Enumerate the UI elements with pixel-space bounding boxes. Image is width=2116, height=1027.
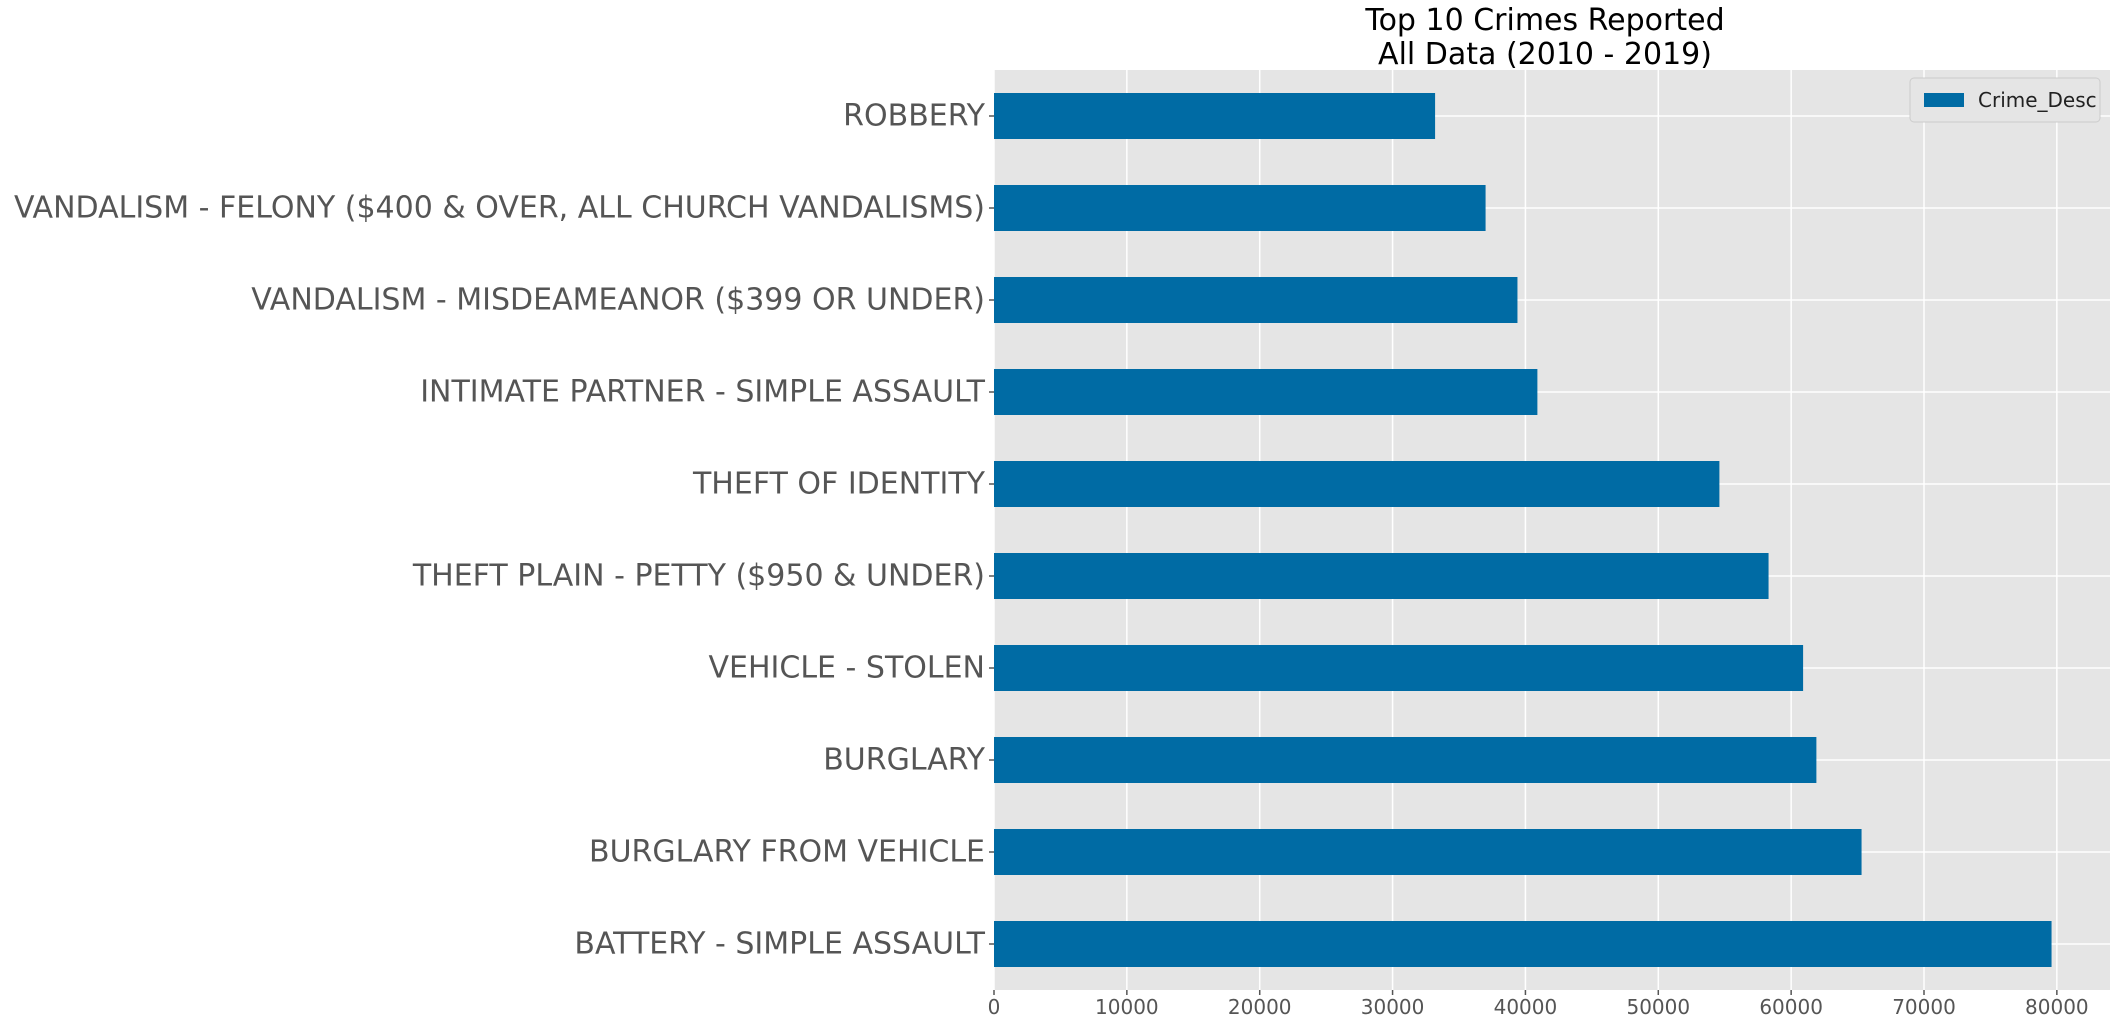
bar — [994, 737, 1817, 783]
bar — [994, 369, 1538, 415]
category-label: VANDALISM - MISDEAMEANOR ($399 OR UNDER) — [251, 283, 985, 318]
bar — [994, 829, 1862, 875]
legend: Crime_Desc — [1909, 77, 2101, 123]
x-tick-label: 20000 — [1228, 995, 1292, 1019]
x-axis-ticks: 0 10000 20000 30000 40000 50000 60000 70000 8000… — [988, 990, 2089, 1019]
chart-title-line-1: Top 10 Crimes Reported — [1364, 3, 1724, 38]
bar — [994, 645, 1804, 691]
x-tick-label: 60000 — [1759, 995, 1823, 1019]
legend-box — [1909, 77, 2101, 123]
x-tick-label: 80000 — [2025, 995, 2089, 1019]
x-tick-label: 10000 — [1095, 995, 1159, 1019]
x-tick-label: 0 — [988, 995, 1001, 1019]
bar — [994, 921, 2052, 967]
bar — [994, 553, 1769, 599]
category-labels: BATTERY - SIMPLE ASSAULT BURGLARY FROM VE… — [14, 99, 994, 962]
x-tick-label: 30000 — [1361, 995, 1425, 1019]
x-tick-label: 40000 — [1494, 995, 1558, 1019]
category-label: VANDALISM - FELONY ($400 & OVER, ALL CHU… — [14, 191, 985, 226]
bar — [994, 93, 1436, 139]
category-label: INTIMATE PARTNER - SIMPLE ASSAULT — [420, 375, 985, 410]
bar — [994, 461, 1720, 507]
legend-swatch — [1924, 93, 1964, 107]
bars — [994, 93, 2052, 967]
bar — [994, 277, 1518, 323]
category-label: BURGLARY — [823, 743, 985, 778]
category-label: BATTERY - SIMPLE ASSAULT — [574, 927, 985, 962]
category-label: BURGLARY FROM VEHICLE — [589, 835, 985, 870]
category-label: THEFT PLAIN - PETTY ($950 & UNDER) — [412, 559, 985, 594]
category-label: VEHICLE - STOLEN — [709, 651, 986, 686]
x-tick-label: 70000 — [1892, 995, 1956, 1019]
chart-title-line-2: All Data (2010 - 2019) — [1378, 37, 1712, 72]
category-label: ROBBERY — [843, 99, 986, 134]
category-label: THEFT OF IDENTITY — [692, 467, 986, 502]
bar — [994, 185, 1486, 231]
x-tick-label: 50000 — [1626, 995, 1690, 1019]
legend-label: Crime_Desc — [1978, 88, 2097, 112]
